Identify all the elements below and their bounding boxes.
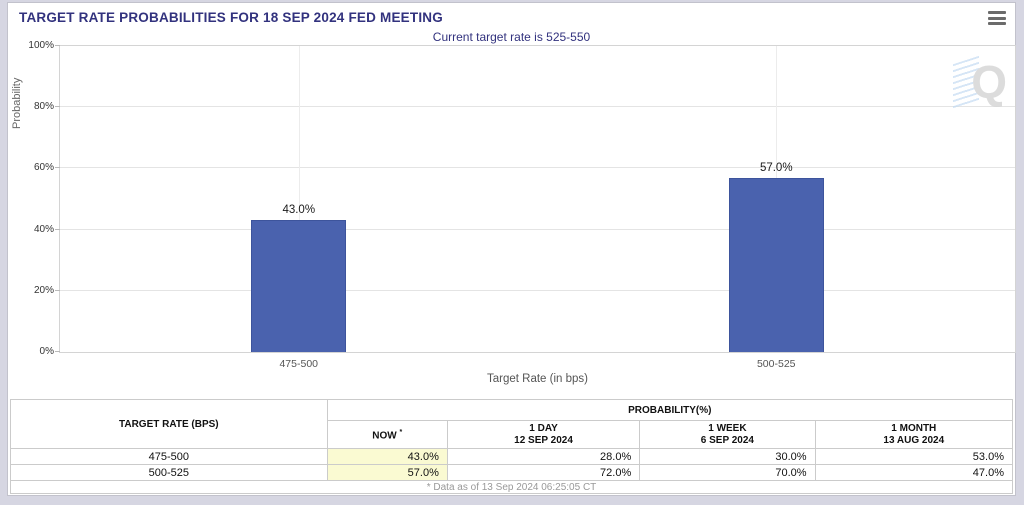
y-tick — [55, 167, 60, 169]
y-tick-label: 80% — [33, 101, 54, 113]
week-cell: 70.0% — [639, 464, 816, 481]
gridline-cat1 — [298, 46, 300, 352]
y-tick — [55, 351, 60, 352]
bar-500-525[interactable]: 57.0% — [728, 46, 824, 352]
quikstrike-watermark-icon: Q — [953, 52, 1009, 112]
col-header-1week: 1 WEEK 6 SEP 2024 — [639, 420, 816, 449]
chart-subtitle: Current target rate is 525-550 — [432, 30, 591, 44]
watermark-q-letter: Q — [971, 56, 1007, 108]
y-tick — [55, 45, 60, 46]
titlebar: TARGET RATE PROBABILITIES FOR 18 SEP 202… — [8, 3, 1015, 31]
rate-cell: 500-525 — [10, 464, 328, 481]
x-tick-label: 475-500 — [279, 358, 319, 370]
gridline-20 — [60, 289, 1015, 291]
bar-rect[interactable] — [251, 220, 347, 352]
gridline-80 — [60, 106, 1015, 108]
col-header-now: NOW * — [326, 420, 448, 449]
now-cell: 43.0% — [326, 448, 448, 465]
y-tick-label: 100% — [28, 40, 54, 51]
data-as-of-note: * Data as of 13 Sep 2024 06:25:05 CT — [10, 480, 1013, 494]
day-cell: 28.0% — [446, 448, 641, 465]
gridline-40 — [60, 228, 1015, 230]
y-tick-label: 40% — [33, 223, 54, 235]
y-tick-label: 0% — [39, 346, 54, 357]
gridline-60 — [60, 167, 1015, 169]
month-cell: 53.0% — [814, 448, 1014, 465]
col-header-1month: 1 MONTH 13 AUG 2024 — [814, 420, 1014, 449]
bar-value-label: 43.0% — [282, 204, 316, 217]
table-footer-row: * Data as of 13 Sep 2024 06:25:05 CT — [10, 480, 1013, 494]
y-tick-label: 60% — [33, 162, 54, 174]
col-header-1day: 1 DAY 12 SEP 2024 — [446, 420, 641, 449]
rate-cell: 475-500 — [10, 448, 328, 465]
bar-rect[interactable] — [728, 177, 824, 352]
probability-table: TARGET RATE (BPS) PROBABILITY(%) NOW * 1… — [10, 399, 1014, 494]
table-row: 500-525 57.0% 72.0% 70.0% 47.0% — [10, 464, 1014, 481]
hamburger-menu-icon[interactable] — [988, 11, 1006, 25]
bar-value-label: 57.0% — [759, 161, 793, 174]
col-header-probability: PROBABILITY(%) — [326, 399, 1014, 421]
month-cell: 47.0% — [814, 464, 1014, 481]
bar-475-500[interactable]: 43.0% — [251, 46, 347, 352]
now-cell: 57.0% — [326, 464, 448, 481]
week-cell: 30.0% — [639, 448, 816, 465]
y-tick — [55, 106, 60, 108]
y-tick-label: 20% — [33, 284, 54, 296]
page-title: TARGET RATE PROBABILITIES FOR 18 SEP 202… — [19, 10, 443, 25]
x-axis-title: Target Rate (in bps) — [487, 373, 588, 385]
day-cell: 72.0% — [446, 464, 641, 481]
now-asterisk: * — [399, 428, 403, 436]
table-row: 475-500 43.0% 28.0% 30.0% 53.0% — [10, 448, 1014, 465]
probability-bar-chart: Current target rate is 525-550 Probabili… — [8, 29, 1016, 397]
y-tick — [55, 289, 60, 291]
fedwatch-panel: TARGET RATE PROBABILITIES FOR 18 SEP 202… — [7, 2, 1016, 496]
col-header-target-rate: TARGET RATE (BPS) — [10, 399, 328, 449]
plot-area: 0% 20% 40% 60% 80% 100% 43.0% 57.0% 475-… — [28, 40, 1016, 370]
y-tick — [55, 228, 60, 230]
x-tick-label: 500-525 — [756, 358, 796, 370]
